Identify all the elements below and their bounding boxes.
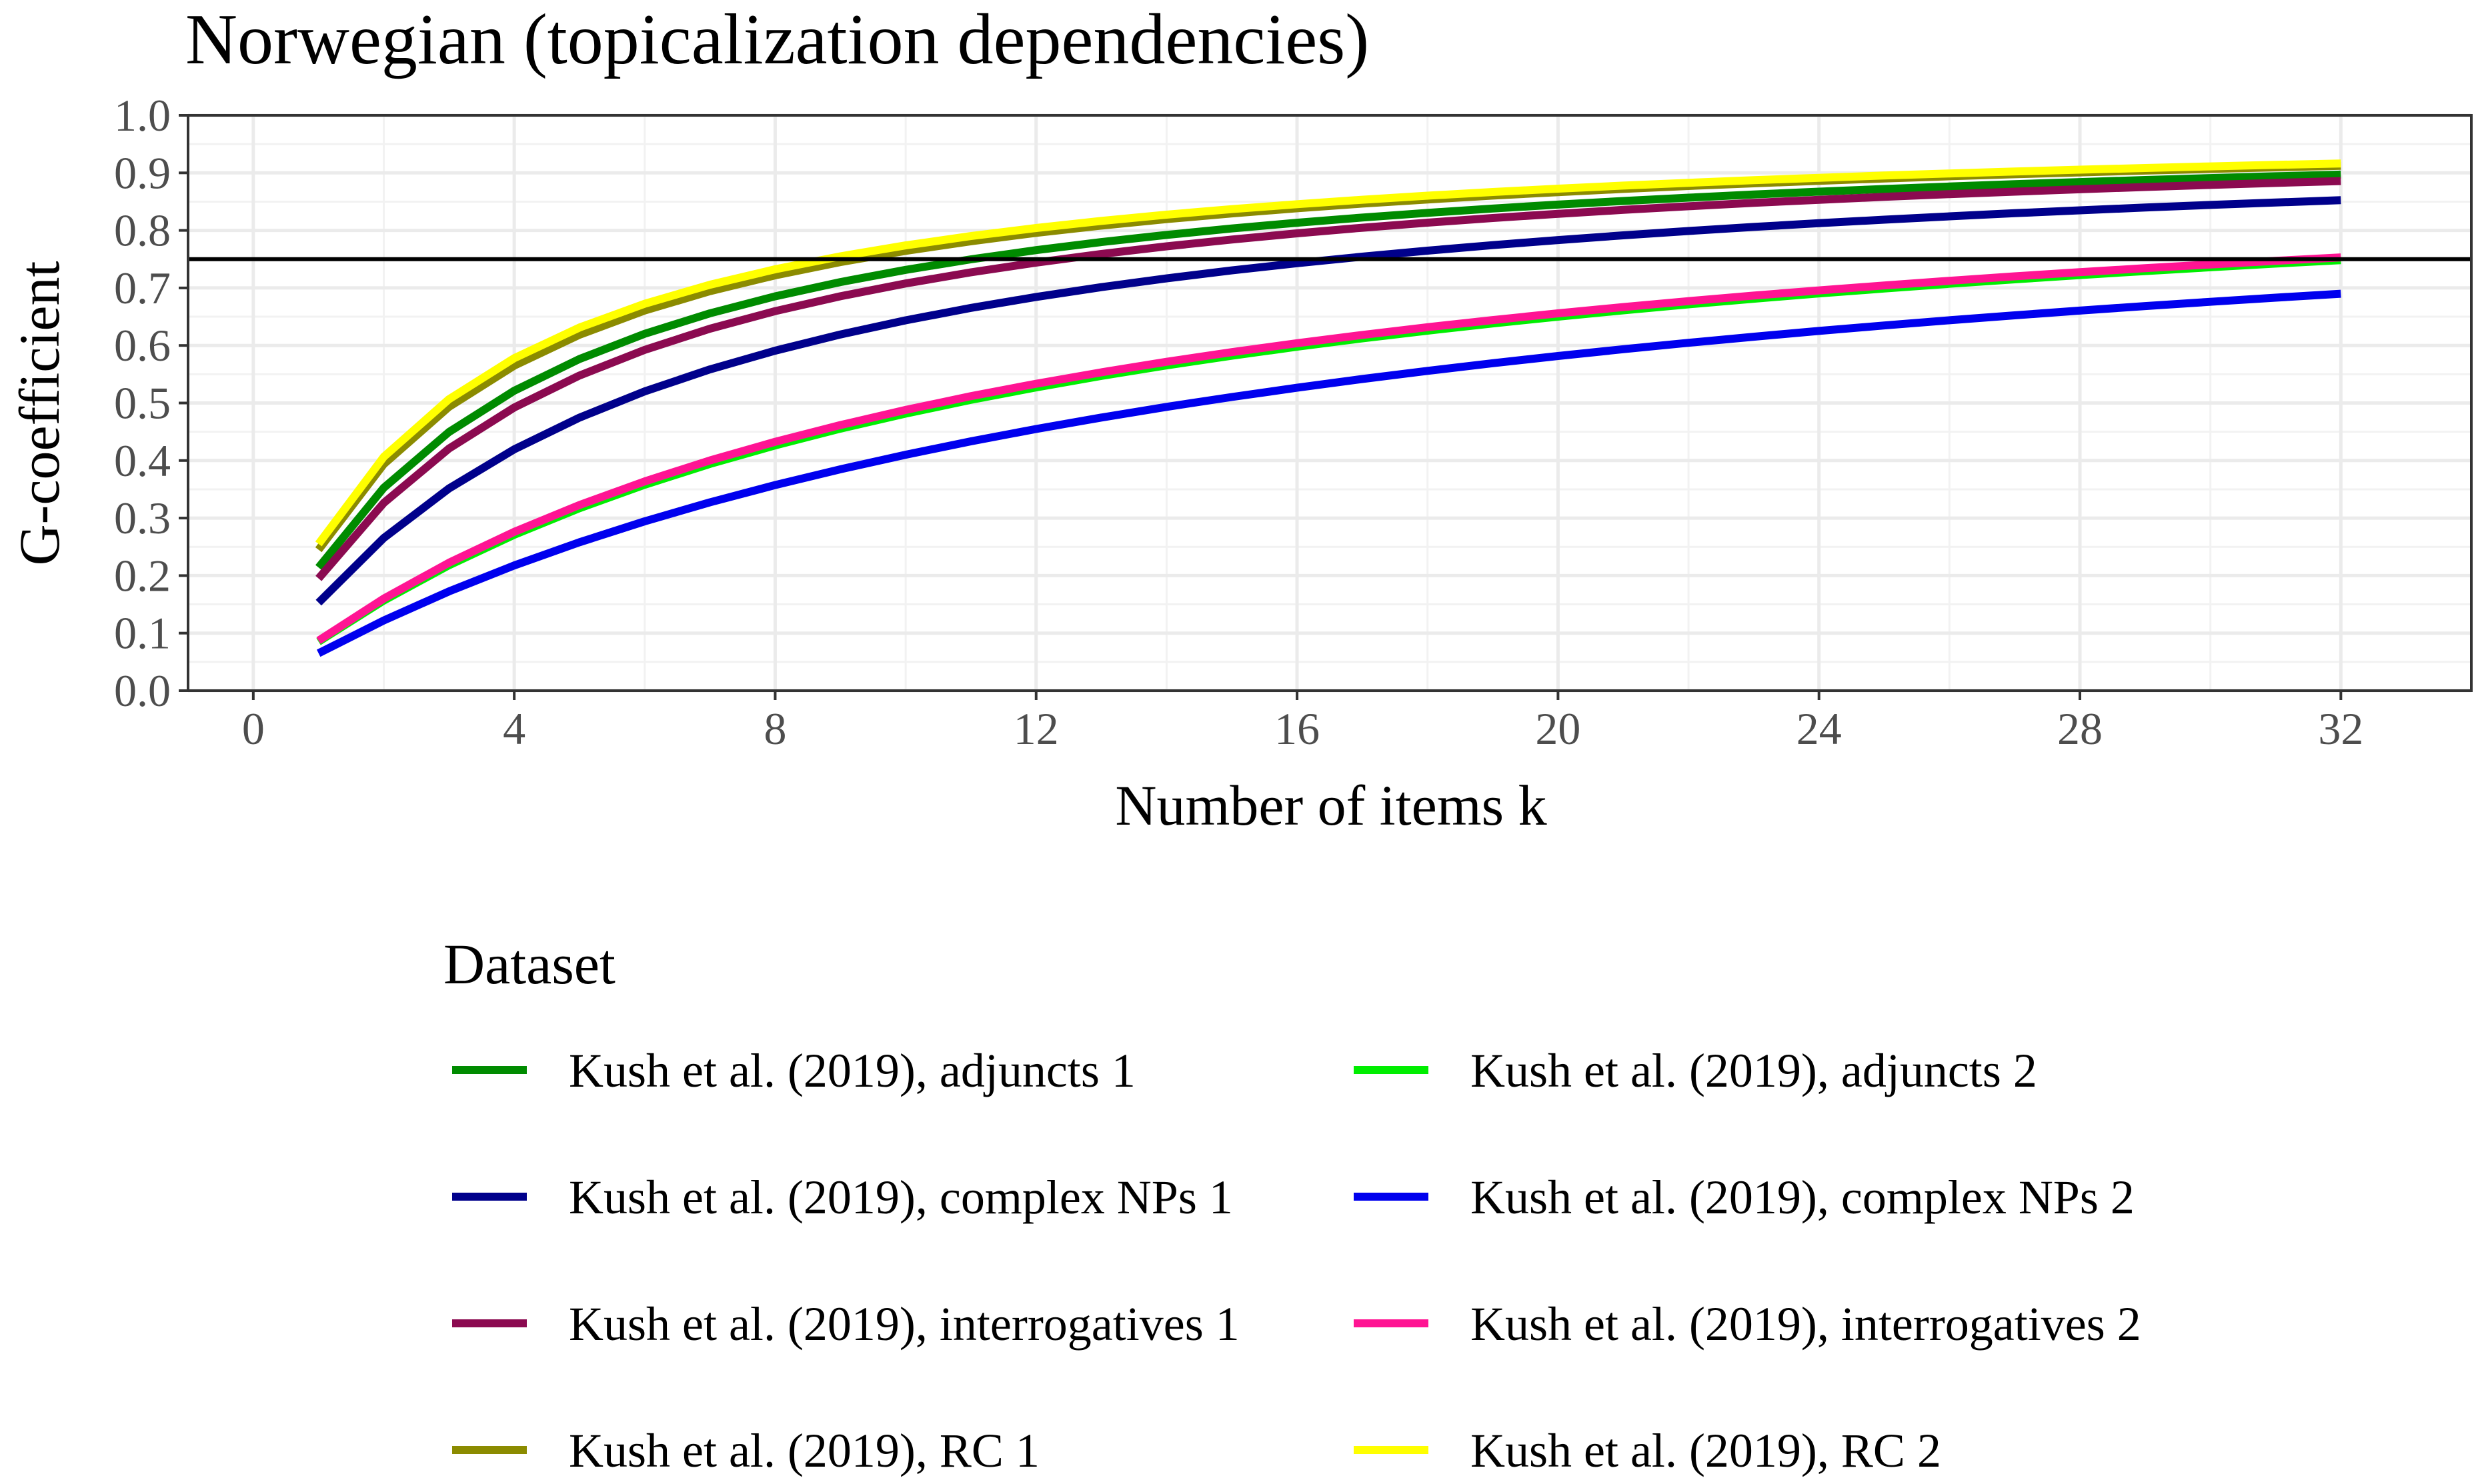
x-tick-label: 12 xyxy=(1014,703,1059,754)
x-tick-label: 28 xyxy=(2057,703,2103,754)
chart-title: Norwegian (topicalization dependencies) xyxy=(185,0,1369,79)
x-tick-label: 24 xyxy=(1796,703,1842,754)
legend: Kush et al. (2019), adjuncts 1 Kush et al… xyxy=(452,1044,2141,1477)
y-tick-label: 1.0 xyxy=(114,90,171,141)
y-tick-label: 0.9 xyxy=(114,147,171,198)
legend-label-2: Kush et al. (2019), complex NPs 1 xyxy=(569,1171,1233,1224)
y-tick-label: 0.8 xyxy=(114,205,171,256)
series-line-4 xyxy=(315,177,2341,581)
legend-label-3: Kush et al. (2019), complex NPs 2 xyxy=(1470,1171,2135,1224)
x-tick-label: 0 xyxy=(242,703,265,754)
y-tick-label: 0.2 xyxy=(114,550,171,601)
x-tick-label: 32 xyxy=(2318,703,2363,754)
y-tick-label: 0.7 xyxy=(114,263,171,313)
legend-label-7: Kush et al. (2019), RC 2 xyxy=(1470,1424,1941,1477)
x-tick-label: 16 xyxy=(1274,703,1320,754)
x-tick-label: 20 xyxy=(1535,703,1580,754)
y-tick-label: 0.6 xyxy=(114,320,171,371)
series-line-5 xyxy=(316,253,2341,644)
x-tick-label: 4 xyxy=(503,703,525,754)
y-tick-label: 0.1 xyxy=(114,608,171,659)
x-axis: 0 4 8 12 16 20 24 28 32 xyxy=(242,691,2363,754)
legend-title: Dataset xyxy=(443,932,615,996)
series-layer xyxy=(315,159,2341,657)
y-axis: 0.0 0.1 0.2 0.3 0.4 0.5 0.6 0.7 0.8 0.9 1.0 xyxy=(114,90,188,716)
x-axis-title: Number of items k xyxy=(1115,773,1546,837)
legend-label-6: Kush et al. (2019), RC 1 xyxy=(569,1424,1040,1477)
y-axis-title: G-coefficient xyxy=(7,261,71,565)
legend-label-5: Kush et al. (2019), interrogatives 2 xyxy=(1470,1297,2141,1351)
y-tick-label: 0.3 xyxy=(114,493,171,543)
series-line-7 xyxy=(315,159,2341,547)
legend-label-1: Kush et al. (2019), adjuncts 2 xyxy=(1470,1044,2037,1097)
legend-label-0: Kush et al. (2019), adjuncts 1 xyxy=(569,1044,1136,1097)
y-tick-label: 0.0 xyxy=(114,665,171,716)
series-line-3 xyxy=(317,289,2341,657)
y-tick-label: 0.4 xyxy=(114,435,171,486)
series-line-0 xyxy=(315,170,2341,571)
x-tick-label: 8 xyxy=(764,703,786,754)
y-tick-label: 0.5 xyxy=(114,378,171,429)
legend-label-4: Kush et al. (2019), interrogatives 1 xyxy=(569,1297,1240,1351)
